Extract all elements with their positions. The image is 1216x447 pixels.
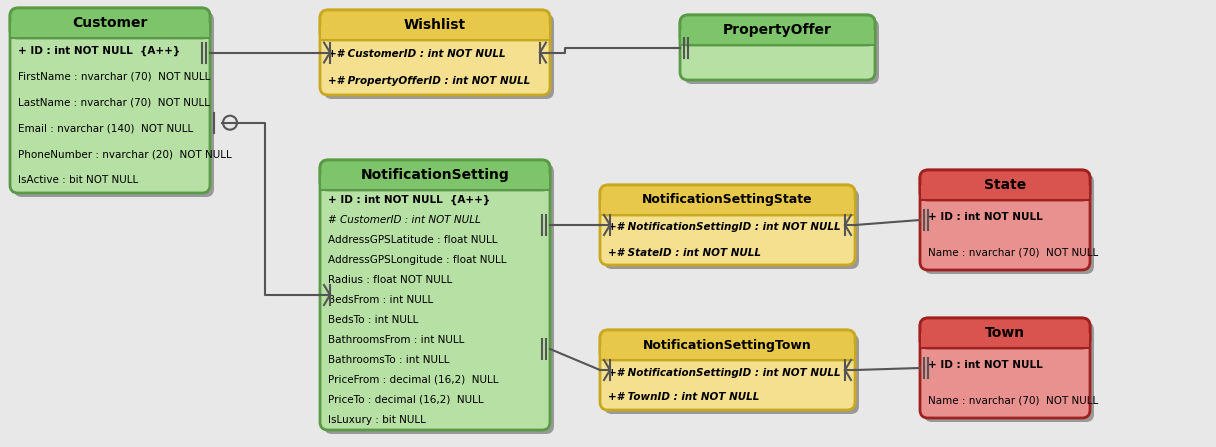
Text: AddressGPSLatitude : float NULL: AddressGPSLatitude : float NULL	[328, 235, 497, 245]
FancyBboxPatch shape	[921, 318, 1090, 348]
Text: + ID : int NOT NULL  {A++}: + ID : int NOT NULL {A++}	[328, 195, 490, 205]
Bar	[601, 345, 854, 360]
FancyBboxPatch shape	[604, 189, 858, 269]
FancyBboxPatch shape	[921, 318, 1090, 418]
FancyBboxPatch shape	[320, 160, 550, 190]
Text: + ID : int NOT NULL: + ID : int NOT NULL	[928, 360, 1043, 371]
FancyBboxPatch shape	[323, 14, 554, 99]
Text: NotificationSettingTown: NotificationSettingTown	[643, 338, 812, 351]
FancyBboxPatch shape	[599, 330, 855, 410]
FancyBboxPatch shape	[924, 322, 1094, 422]
Text: NotificationSettingState: NotificationSettingState	[642, 194, 812, 207]
Text: Name : nvarchar (70)  NOT NULL: Name : nvarchar (70) NOT NULL	[928, 396, 1098, 405]
FancyBboxPatch shape	[320, 10, 550, 40]
Text: +# StateID : int NOT NULL: +# StateID : int NOT NULL	[608, 248, 761, 257]
Bar	[11, 23, 209, 38]
Text: AddressGPSLongitude : float NULL: AddressGPSLongitude : float NULL	[328, 255, 507, 265]
Text: # CustomerID : int NOT NULL: # CustomerID : int NOT NULL	[328, 215, 480, 225]
Text: +# TownID : int NOT NULL: +# TownID : int NOT NULL	[608, 392, 759, 402]
Text: NotificationSetting: NotificationSetting	[361, 168, 510, 182]
FancyBboxPatch shape	[10, 8, 210, 38]
FancyBboxPatch shape	[323, 164, 554, 434]
Text: + ID : int NOT NULL  {A++}: + ID : int NOT NULL {A++}	[18, 46, 180, 56]
Bar	[321, 175, 548, 190]
FancyBboxPatch shape	[680, 15, 876, 80]
Text: +# NotificationSettingID : int NOT NULL: +# NotificationSettingID : int NOT NULL	[608, 367, 840, 378]
FancyBboxPatch shape	[599, 330, 855, 360]
Text: PropertyOffer: PropertyOffer	[724, 23, 832, 37]
Text: BedsTo : int NULL: BedsTo : int NULL	[328, 315, 418, 325]
FancyBboxPatch shape	[921, 170, 1090, 200]
FancyBboxPatch shape	[680, 15, 876, 45]
Text: +# PropertyOfferID : int NOT NULL: +# PropertyOfferID : int NOT NULL	[328, 76, 530, 86]
Text: + ID : int NOT NULL: + ID : int NOT NULL	[928, 212, 1043, 223]
Text: FirstName : nvarchar (70)  NOT NULL: FirstName : nvarchar (70) NOT NULL	[18, 72, 210, 82]
FancyBboxPatch shape	[683, 19, 879, 84]
Text: IsLuxury : bit NULL: IsLuxury : bit NULL	[328, 415, 426, 425]
FancyBboxPatch shape	[921, 170, 1090, 270]
Text: +# NotificationSettingID : int NOT NULL: +# NotificationSettingID : int NOT NULL	[608, 223, 840, 232]
FancyBboxPatch shape	[604, 334, 858, 414]
Text: BedsFrom : int NULL: BedsFrom : int NULL	[328, 295, 433, 305]
FancyBboxPatch shape	[320, 160, 550, 430]
FancyBboxPatch shape	[320, 10, 550, 95]
FancyBboxPatch shape	[599, 185, 855, 215]
Bar	[921, 333, 1090, 348]
Bar	[601, 200, 854, 215]
Text: Email : nvarchar (140)  NOT NULL: Email : nvarchar (140) NOT NULL	[18, 123, 193, 133]
Text: BathroomsTo : int NULL: BathroomsTo : int NULL	[328, 355, 450, 365]
Bar	[321, 25, 548, 40]
FancyBboxPatch shape	[10, 8, 210, 193]
Text: +# CustomerID : int NOT NULL: +# CustomerID : int NOT NULL	[328, 49, 506, 59]
FancyBboxPatch shape	[15, 12, 214, 197]
Text: Name : nvarchar (70)  NOT NULL: Name : nvarchar (70) NOT NULL	[928, 248, 1098, 257]
Bar	[921, 185, 1090, 200]
FancyBboxPatch shape	[599, 185, 855, 265]
Text: IsActive : bit NOT NULL: IsActive : bit NOT NULL	[18, 175, 139, 185]
Text: Wishlist: Wishlist	[404, 18, 466, 32]
Text: LastName : nvarchar (70)  NOT NULL: LastName : nvarchar (70) NOT NULL	[18, 97, 210, 108]
Text: Town: Town	[985, 326, 1025, 340]
Text: PhoneNumber : nvarchar (20)  NOT NULL: PhoneNumber : nvarchar (20) NOT NULL	[18, 149, 232, 159]
Text: Customer: Customer	[72, 16, 147, 30]
FancyBboxPatch shape	[924, 174, 1094, 274]
Text: BathroomsFrom : int NULL: BathroomsFrom : int NULL	[328, 335, 465, 345]
Text: Radius : float NOT NULL: Radius : float NOT NULL	[328, 275, 452, 285]
Text: PriceFrom : decimal (16,2)  NULL: PriceFrom : decimal (16,2) NULL	[328, 375, 499, 385]
Text: State: State	[984, 178, 1026, 192]
Bar	[681, 30, 874, 45]
Text: PriceTo : decimal (16,2)  NULL: PriceTo : decimal (16,2) NULL	[328, 395, 484, 405]
